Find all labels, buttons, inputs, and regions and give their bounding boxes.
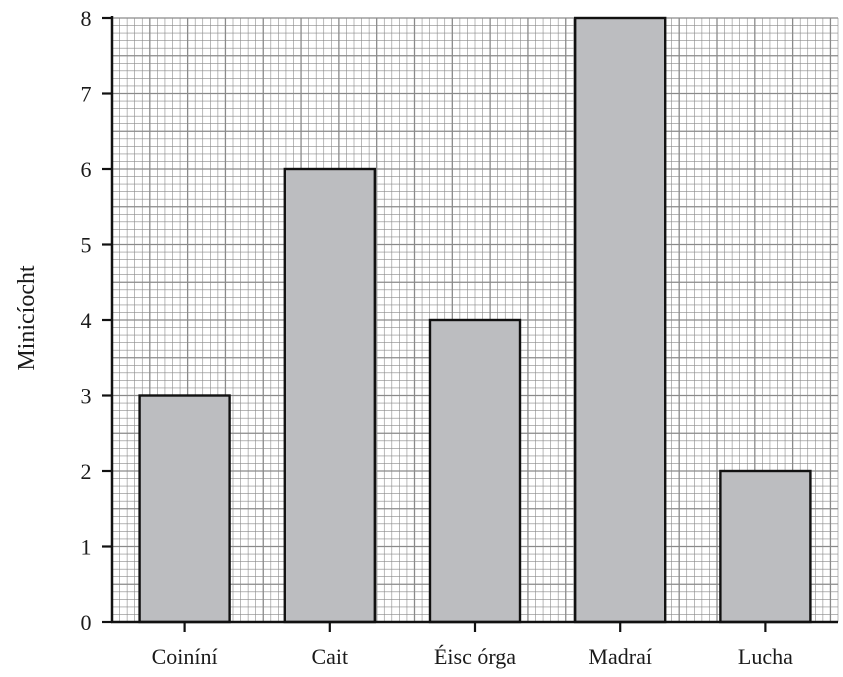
bar-1: [138, 394, 231, 624]
y-tick-label: 5: [81, 233, 92, 258]
y-tick-label: 1: [81, 535, 92, 560]
x-tick-label: Éisc órga: [434, 644, 516, 669]
y-tick-label: 0: [81, 610, 92, 635]
y-tick-label: 3: [81, 384, 92, 409]
axes: [102, 16, 838, 632]
x-tick-label: Cait: [311, 644, 348, 669]
bar-2: [283, 167, 377, 624]
bar-4: [573, 16, 667, 624]
x-tick-label: Lucha: [738, 644, 793, 669]
y-tick-label: 6: [81, 157, 92, 182]
y-tick-label: 8: [81, 6, 92, 31]
x-tick-labels: Coiníní Cait Éisc órga Madraí Lucha: [152, 644, 794, 669]
y-tick-labels: 0 1 2 3 4 5 6 7 8: [81, 6, 92, 635]
x-tick-label: Madraí: [588, 644, 652, 669]
bar-3: [428, 318, 522, 624]
y-tick-label: 4: [81, 308, 92, 333]
bar-5: [719, 469, 812, 624]
bars: [138, 16, 812, 624]
x-tick-label: Coiníní: [152, 644, 218, 669]
y-tick-label: 2: [81, 459, 92, 484]
y-tick-label: 7: [81, 82, 92, 107]
y-axis-label: Minicíocht: [14, 265, 40, 371]
